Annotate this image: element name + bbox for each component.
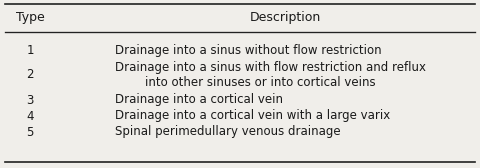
Text: Drainage into a sinus with flow restriction and reflux: Drainage into a sinus with flow restrict… [115, 61, 426, 74]
Text: Drainage into a cortical vein with a large varix: Drainage into a cortical vein with a lar… [115, 110, 390, 122]
Text: Spinal perimedullary venous drainage: Spinal perimedullary venous drainage [115, 125, 341, 138]
Text: Type: Type [16, 11, 44, 25]
Text: 2: 2 [26, 69, 34, 81]
Text: 4: 4 [26, 110, 34, 122]
Text: 1: 1 [26, 44, 34, 56]
Text: Description: Description [250, 11, 321, 25]
Text: into other sinuses or into cortical veins: into other sinuses or into cortical vein… [145, 75, 376, 89]
Text: 3: 3 [26, 94, 34, 107]
Text: Drainage into a sinus without flow restriction: Drainage into a sinus without flow restr… [115, 44, 382, 56]
Text: Drainage into a cortical vein: Drainage into a cortical vein [115, 94, 283, 107]
Text: 5: 5 [26, 125, 34, 138]
